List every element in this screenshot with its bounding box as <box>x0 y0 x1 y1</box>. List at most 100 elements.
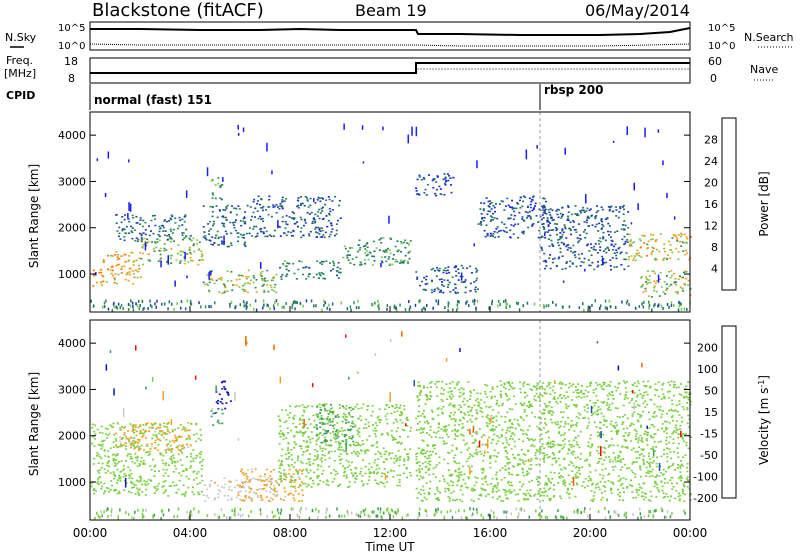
velocity-echo-8 <box>418 398 421 401</box>
power-echo-9 <box>400 250 402 253</box>
velocity-echo-8 <box>547 405 550 407</box>
velocity-echo-8 <box>518 481 521 483</box>
power-near-range-echo <box>377 304 379 308</box>
power-echo-3 <box>148 234 151 237</box>
power-echo-8 <box>330 231 333 233</box>
velocity-echo-1 <box>154 441 157 444</box>
velocity-echo-6 <box>347 429 350 431</box>
velocity-echo-0 <box>145 480 148 483</box>
velocity-echo-3 <box>261 498 264 501</box>
velocity-echo-7 <box>292 416 295 419</box>
velocity-echo-7 <box>366 409 369 411</box>
velocity-echo-8 <box>607 398 610 400</box>
velocity-echo-8 <box>429 395 432 397</box>
velocity-echo-0 <box>139 425 142 427</box>
power-echo-3 <box>158 230 161 233</box>
velocity-echo-8 <box>492 424 494 427</box>
power-near-range-echo <box>404 308 407 312</box>
velocity-echo-8 <box>421 439 424 441</box>
power-echo-13 <box>586 244 589 247</box>
power-echo-13 <box>590 214 593 217</box>
velocity-echo-8 <box>483 401 486 404</box>
velocity-echo-8 <box>491 488 494 490</box>
velocity-echo-8 <box>508 408 511 410</box>
velocity-echo-3 <box>280 498 282 500</box>
velocity-echo-0 <box>135 430 138 433</box>
power-echo-1 <box>129 273 132 276</box>
velocity-echo-8 <box>485 480 487 483</box>
velocity-echo-0 <box>96 428 99 431</box>
velocity-echo-5 <box>221 380 224 383</box>
velocity-echo-3 <box>298 476 301 478</box>
velocity-echo-8 <box>547 456 549 459</box>
velocity-echo-7 <box>342 465 345 467</box>
velocity-echo-8 <box>521 467 524 470</box>
velocity-echo-8 <box>662 393 665 395</box>
power-echo-8 <box>256 210 259 212</box>
power-echo-8 <box>315 226 317 229</box>
velocity-echo-7 <box>365 449 368 451</box>
velocity-echo-7 <box>359 470 362 473</box>
power-echo-8 <box>296 221 299 223</box>
power-echo-3 <box>170 230 173 232</box>
power-echo-14 <box>630 255 633 257</box>
velocity-echo-8 <box>495 456 498 458</box>
velocity-echo-7 <box>356 403 359 406</box>
power-echo-12 <box>496 217 499 220</box>
velocity-echo-1 <box>134 424 137 426</box>
velocity-echo-7 <box>298 431 301 434</box>
velocity-echo-8 <box>652 448 654 450</box>
power-echo-13 <box>627 211 630 213</box>
velocity-echo-7 <box>316 457 319 460</box>
power-echo-4 <box>230 280 233 282</box>
velocity-echo-0 <box>155 489 158 492</box>
power-echo-3 <box>158 225 161 228</box>
velocity-echo-7 <box>387 471 389 473</box>
velocity-echo-0 <box>182 484 185 487</box>
velocity-echo-8 <box>562 434 565 436</box>
power-echo-12 <box>548 229 551 232</box>
power-echo-8 <box>261 207 264 209</box>
velocity-echo-8 <box>665 493 668 495</box>
velocity-echo-7 <box>357 433 360 436</box>
velocity-echo-3 <box>270 488 272 490</box>
velocity-echo-3 <box>275 495 278 497</box>
power-echo-13 <box>574 228 577 231</box>
velocity-echo-1 <box>176 447 179 449</box>
velocity-echo-0 <box>93 488 96 490</box>
power-echo-1 <box>127 279 130 282</box>
y-tick-label: 1000 <box>58 268 86 281</box>
velocity-echo-3 <box>289 479 292 482</box>
velocity-echo-0 <box>139 432 142 434</box>
power-echo-8 <box>277 206 279 208</box>
power-near-range-echo <box>353 301 355 305</box>
power-echo-13 <box>566 219 569 221</box>
power-echo-4 <box>224 290 227 293</box>
power-echo-9 <box>365 254 368 257</box>
velocity-echo-7 <box>298 405 301 407</box>
power-echo-13 <box>610 243 613 246</box>
power-echo-3 <box>115 222 118 224</box>
velocity-echo-0 <box>167 495 170 497</box>
velocity-echo-3 <box>301 494 304 496</box>
power-echo-8 <box>326 225 329 228</box>
velocity-echo-0 <box>172 430 174 433</box>
power-echo-3 <box>148 225 150 227</box>
power-echo-9 <box>358 249 361 251</box>
power-echo-13 <box>597 210 600 212</box>
velocity-echo-7 <box>340 427 343 429</box>
power-echo-10 <box>475 277 478 280</box>
velocity-echo-8 <box>639 393 642 395</box>
velocity-echo-8 <box>575 422 578 424</box>
velocity-echo-8 <box>615 460 618 463</box>
velocity-echo-8 <box>505 439 508 441</box>
velocity-echo-8 <box>635 457 638 459</box>
noise-panel-frame <box>89 21 691 51</box>
velocity-echo-8 <box>654 482 657 485</box>
velocity-echo-2 <box>256 478 259 481</box>
power-echo-8 <box>327 196 330 198</box>
power-echo-15 <box>647 282 650 284</box>
velocity-echo-8 <box>626 487 629 489</box>
velocity-echo-8 <box>639 434 642 437</box>
velocity-echo-8 <box>448 404 451 407</box>
